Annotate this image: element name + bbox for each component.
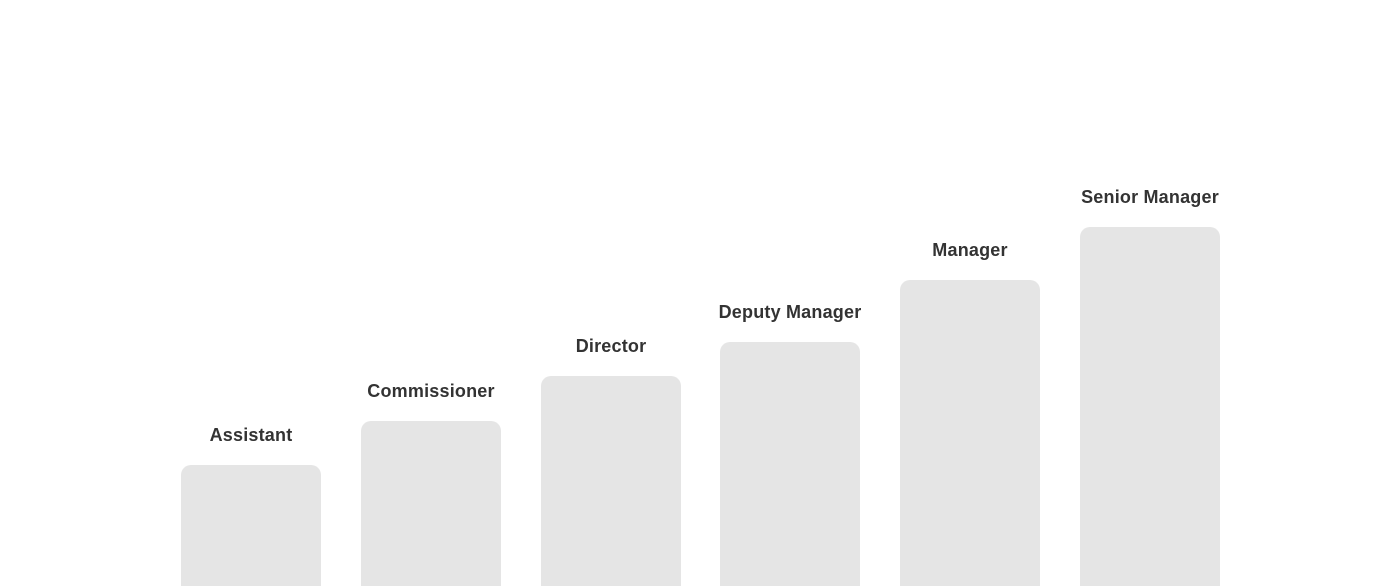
bar-director bbox=[541, 376, 681, 586]
bar-assistant bbox=[181, 465, 321, 586]
bar-deputy-manager bbox=[720, 342, 860, 586]
bar-label-deputy-manager: Deputy Manager bbox=[718, 302, 862, 322]
bar-label-director: Director bbox=[575, 336, 647, 356]
bar-column-manager: Manager bbox=[900, 220, 1040, 586]
bar-label-assistant: Assistant bbox=[209, 425, 293, 445]
bar-label-senior-manager: Senior Manager bbox=[1081, 187, 1219, 207]
bar-column-commissioner: Commissioner bbox=[361, 361, 501, 586]
bar-senior-manager bbox=[1080, 227, 1220, 586]
bar-commissioner bbox=[361, 421, 501, 586]
bar-column-assistant: Assistant bbox=[181, 405, 321, 586]
bar-label-commissioner: Commissioner bbox=[367, 381, 495, 401]
bar-label-manager: Manager bbox=[932, 240, 1008, 260]
bar-column-director: Director bbox=[541, 316, 681, 586]
bar-column-deputy-manager: Deputy Manager bbox=[718, 282, 862, 586]
bar-column-senior-manager: Senior Manager bbox=[1080, 167, 1220, 586]
bar-manager bbox=[900, 280, 1040, 586]
